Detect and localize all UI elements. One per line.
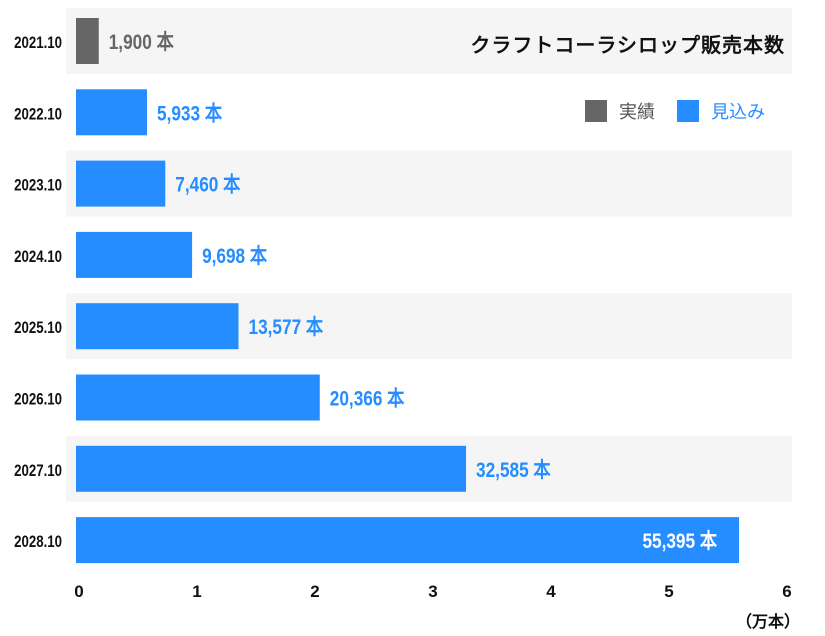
data-label: 32,585 本 <box>476 457 551 482</box>
bar <box>76 374 320 421</box>
x-axis-unit-label: （万本） <box>736 612 801 631</box>
x-tick-label: 5 <box>664 582 673 601</box>
legend-item-actual: 実績 <box>585 98 655 124</box>
x-tick-label: 4 <box>546 582 556 601</box>
category-label: 2022.10 <box>14 105 62 124</box>
data-label: 13,577 本 <box>249 315 324 340</box>
category-label: 2021.10 <box>14 34 62 53</box>
x-tick-label: 0 <box>74 582 83 601</box>
data-label: 7,460 本 <box>175 172 241 197</box>
bar <box>76 231 193 278</box>
legend: 実績 見込み <box>563 98 765 124</box>
legend-item-forecast: 見込み <box>677 98 765 124</box>
bar <box>76 303 239 350</box>
row-band <box>66 8 792 74</box>
category-label: 2023.10 <box>14 176 62 195</box>
bar <box>76 445 467 492</box>
chart-title: クラフトコーラシロップ販売本数 <box>470 33 785 57</box>
data-label: 20,366 本 <box>330 386 405 411</box>
bar <box>76 517 740 564</box>
legend-swatch-forecast <box>677 100 699 122</box>
bar <box>76 89 148 136</box>
x-tick-label: 3 <box>428 582 437 601</box>
legend-label-forecast: 見込み <box>711 102 765 123</box>
category-label: 2027.10 <box>14 461 62 480</box>
data-label: 55,395 本 <box>642 528 717 553</box>
data-label: 9,698 本 <box>202 243 268 268</box>
category-label: 2028.10 <box>14 533 62 552</box>
legend-label-actual: 実績 <box>619 102 655 123</box>
data-label: 5,933 本 <box>157 101 223 126</box>
data-label: 1,900 本 <box>109 29 175 54</box>
category-label: 2025.10 <box>14 319 62 338</box>
x-tick-label: 2 <box>310 582 319 601</box>
bar <box>76 160 166 207</box>
legend-swatch-actual <box>585 100 607 122</box>
category-label: 2026.10 <box>14 390 62 409</box>
x-tick-label: 6 <box>782 582 791 601</box>
row-band <box>66 150 792 217</box>
bar <box>76 18 99 64</box>
category-label: 2024.10 <box>14 247 62 266</box>
x-tick-label: 1 <box>192 582 201 601</box>
